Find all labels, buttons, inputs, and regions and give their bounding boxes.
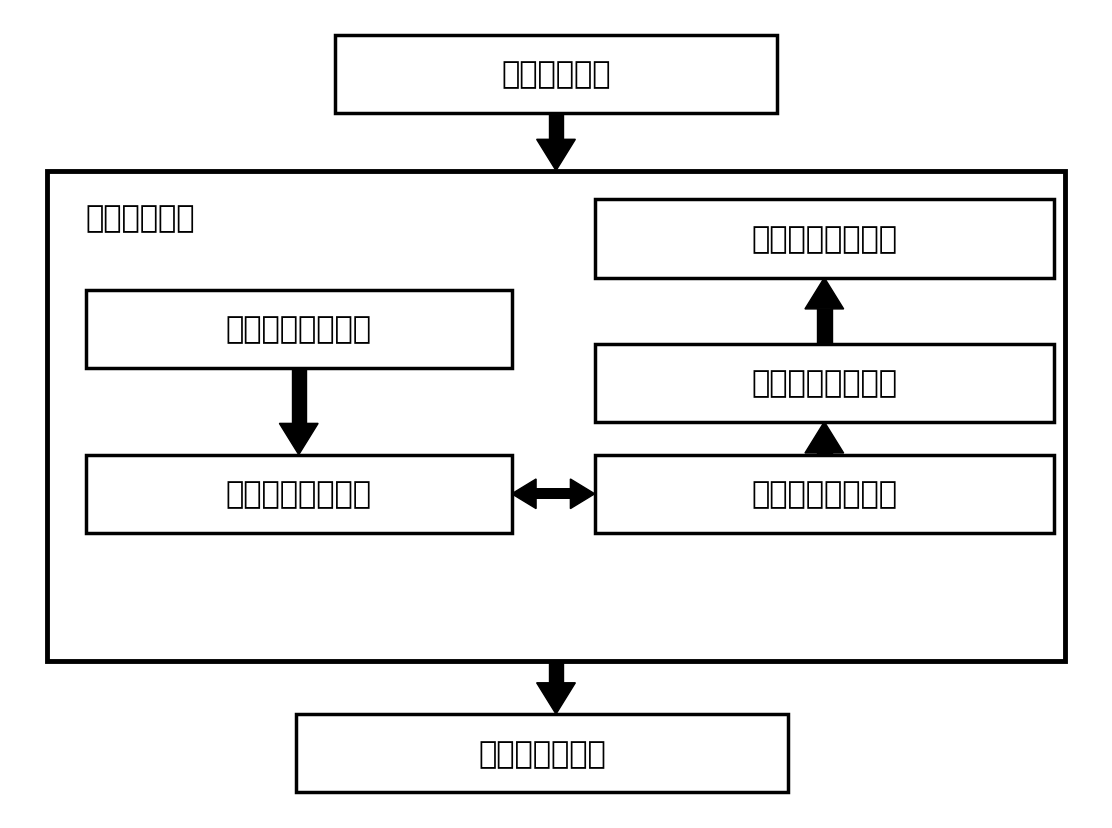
- FancyBboxPatch shape: [47, 171, 1065, 661]
- FancyBboxPatch shape: [549, 113, 563, 140]
- Text: 排队长度分析模块: 排队长度分析模块: [226, 315, 371, 344]
- FancyBboxPatch shape: [86, 291, 512, 368]
- Polygon shape: [570, 479, 595, 509]
- FancyBboxPatch shape: [595, 455, 1054, 533]
- Text: 平均人数分析模块: 平均人数分析模块: [752, 368, 897, 397]
- Text: 等待时间分析模块: 等待时间分析模块: [226, 479, 371, 508]
- FancyBboxPatch shape: [817, 310, 832, 344]
- Polygon shape: [512, 479, 536, 509]
- Text: 模型建立模块: 模型建立模块: [502, 60, 610, 89]
- Text: 满员概率分析模块: 满员概率分析模块: [752, 224, 897, 253]
- FancyBboxPatch shape: [291, 368, 306, 424]
- FancyBboxPatch shape: [595, 344, 1054, 422]
- Text: 数据分析模块: 数据分析模块: [86, 204, 196, 233]
- FancyBboxPatch shape: [86, 455, 512, 533]
- Polygon shape: [537, 683, 575, 715]
- Text: 逗留时间分析模块: 逗留时间分析模块: [752, 479, 897, 508]
- FancyBboxPatch shape: [536, 489, 570, 499]
- FancyBboxPatch shape: [595, 200, 1054, 278]
- FancyBboxPatch shape: [335, 36, 777, 113]
- Polygon shape: [805, 422, 844, 454]
- FancyBboxPatch shape: [296, 715, 788, 792]
- Polygon shape: [279, 424, 318, 455]
- FancyBboxPatch shape: [549, 661, 563, 683]
- Polygon shape: [537, 140, 575, 171]
- FancyBboxPatch shape: [817, 454, 832, 455]
- Text: 服务台开放模块: 服务台开放模块: [478, 739, 606, 768]
- Polygon shape: [805, 278, 844, 310]
